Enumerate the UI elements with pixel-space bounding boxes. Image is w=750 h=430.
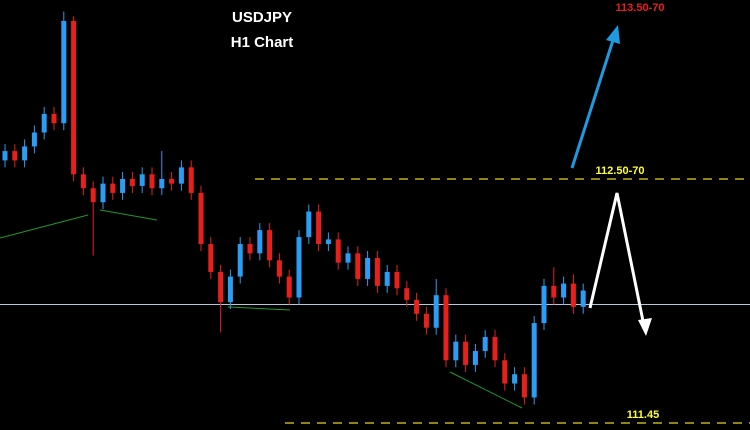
candle-body <box>12 151 18 161</box>
candle-body <box>71 20 77 175</box>
candle-body <box>306 211 312 238</box>
candle-body <box>580 290 586 307</box>
trend-line <box>227 306 291 311</box>
candle-body <box>149 174 155 189</box>
candle-body <box>198 192 204 245</box>
candle-body <box>335 239 341 263</box>
candle-body <box>80 174 86 189</box>
forecast-arrows <box>570 25 652 336</box>
candle-body <box>169 178 175 184</box>
candle-body <box>521 374 527 398</box>
candle-body <box>472 350 478 365</box>
candle-body <box>541 285 547 324</box>
zigzag-arrow <box>588 192 646 327</box>
candle-body <box>51 113 57 124</box>
level-label: 111.45 <box>627 409 659 421</box>
candle-body <box>374 258 380 286</box>
candle-body <box>208 244 214 272</box>
candle-body <box>159 178 165 189</box>
candle-body <box>129 178 135 186</box>
candle-body <box>296 237 302 298</box>
candle-body <box>316 211 322 245</box>
candle-body <box>276 260 282 277</box>
candle-body <box>286 276 292 298</box>
candle-body <box>345 253 351 263</box>
candle-body <box>139 174 145 186</box>
trend-line <box>0 214 89 239</box>
up-arrow <box>570 33 617 169</box>
trend-line <box>99 209 158 221</box>
candle-body <box>267 230 273 261</box>
candle-body <box>90 188 96 203</box>
candle-body <box>453 341 459 361</box>
candle-body <box>237 244 243 277</box>
candle-body <box>423 313 429 328</box>
candle-body <box>22 146 28 161</box>
candle-body <box>404 288 410 300</box>
candle-body <box>561 283 567 298</box>
up-arrow-head <box>606 25 620 44</box>
candle-body <box>502 360 508 384</box>
candle-body <box>531 323 537 398</box>
candle-body <box>61 20 67 124</box>
candle-body <box>100 183 106 203</box>
target-label: 113.50-70 <box>616 2 665 14</box>
candle-body <box>120 178 126 193</box>
trend-line <box>449 371 523 409</box>
candle-body <box>110 183 116 193</box>
candle-body <box>551 285 557 298</box>
level-label: 112.50-70 <box>596 165 645 177</box>
candle-body <box>355 253 361 279</box>
candle-body <box>570 283 576 307</box>
candle-body <box>512 374 518 384</box>
candle-body <box>218 271 224 303</box>
candle-body <box>31 132 37 147</box>
candle-body <box>2 151 8 161</box>
candle-body <box>492 337 498 361</box>
candle-body <box>41 113 47 133</box>
candle-body <box>247 244 253 254</box>
candle-body <box>414 299 420 314</box>
candles <box>2 11 586 405</box>
candle-body <box>257 230 263 254</box>
candle-body <box>394 271 400 289</box>
zigzag-arrow-head <box>638 318 652 336</box>
levels: 112.50-70 111.45 <box>0 165 750 424</box>
candle-body <box>178 167 184 184</box>
candle-body <box>227 276 233 303</box>
candle-body <box>482 337 488 351</box>
chart-subtitle: H1 Chart <box>231 34 294 51</box>
trend-lines <box>0 209 523 409</box>
candle-body <box>433 295 439 328</box>
candle-body <box>365 258 371 279</box>
candle-body <box>463 341 469 365</box>
candle-body <box>443 295 449 361</box>
candle-body <box>325 239 331 245</box>
candle-body <box>384 271 390 286</box>
chart-title: USDJPY <box>232 9 292 26</box>
candle-body <box>188 167 194 193</box>
